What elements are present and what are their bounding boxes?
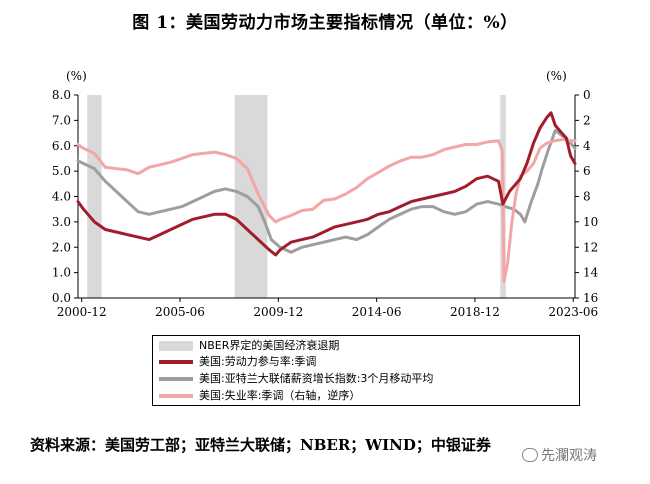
x-tick-label: 2009-12 xyxy=(253,305,303,319)
series-line-lfpr xyxy=(76,111,577,257)
left-tick-label: 6.0 xyxy=(52,139,71,153)
right-tick-label: 4 xyxy=(583,139,591,153)
left-axis-unit: (%) xyxy=(66,69,87,83)
left-tick-label: 1.0 xyxy=(52,266,71,280)
legend-label-recession: NBER界定的美国经济衰退期 xyxy=(199,339,340,352)
right-tick-label: 12 xyxy=(583,240,598,254)
left-tick-label: 4.0 xyxy=(52,190,71,204)
legend-swatch-recession xyxy=(159,341,193,351)
right-tick-label: 16 xyxy=(583,291,598,305)
left-tick-label: 7.0 xyxy=(52,113,71,127)
x-tick-label: 2005-06 xyxy=(155,305,205,319)
right-tick-label: 0 xyxy=(583,88,591,102)
left-tick-label: 5.0 xyxy=(52,164,71,178)
legend-label-unemp: 美国:失业率:季调（右轴，逆序） xyxy=(199,389,361,402)
watermark: 先瀾观涛 xyxy=(522,445,597,465)
left-tick-label: 8.0 xyxy=(52,88,71,102)
left-tick-label: 2.0 xyxy=(52,240,71,254)
series-lines xyxy=(76,111,577,283)
recession-band xyxy=(87,95,102,298)
x-tick-label: 2000-12 xyxy=(57,305,107,319)
right-tick-label: 2 xyxy=(583,113,591,127)
watermark-label: 先瀾观涛 xyxy=(541,448,597,464)
recession-bands xyxy=(87,95,506,298)
right-tick-label: 6 xyxy=(583,164,591,178)
x-tick-label: 2014-06 xyxy=(352,305,402,319)
x-tick-label: 2023-06 xyxy=(548,305,598,319)
left-tick-label: 3.0 xyxy=(52,215,71,229)
legend-label-wage: 美国:亚特兰大联储薪资增长指数:3个月移动平均 xyxy=(199,372,434,385)
source-note: 资料来源：美国劳工部；亚特兰大联储；NBER；WIND；中银证券 xyxy=(30,436,491,454)
right-tick-label: 8 xyxy=(583,190,591,204)
right-tick-label: 10 xyxy=(583,215,598,229)
legend-swatch-wage xyxy=(159,377,193,381)
right-axis-unit: (%) xyxy=(546,69,567,83)
chart-axes xyxy=(74,94,579,302)
x-tick-label: 2018-12 xyxy=(450,305,500,319)
line-chart: 0.0 1.0 2.0 3.0 4.0 5.0 6.0 7.0 8.0 (%) 0 2 4 6 8 10 12 1… xyxy=(52,69,599,319)
legend-swatch-lfpr xyxy=(159,360,193,364)
axis-tick-labels: 0.0 1.0 2.0 3.0 4.0 5.0 6.0 7.0 8.0 (%) 0 2 4 6 8 10 12 1… xyxy=(52,69,599,319)
recession-band xyxy=(234,95,268,298)
figure-title: 图 1：美国劳动力市场主要指标情况（单位：%） xyxy=(132,13,518,33)
legend-swatch-unemp xyxy=(159,394,193,398)
left-tick-label: 0.0 xyxy=(52,291,71,305)
series-line-unemp xyxy=(76,137,577,283)
right-tick-label: 14 xyxy=(583,266,599,280)
legend-label-lfpr: 美国:劳动力参与率:季调 xyxy=(199,355,317,368)
chart-legend: NBER界定的美国经济衰退期 美国:劳动力参与率:季调 美国:亚特兰大联储薪资增… xyxy=(152,335,580,406)
series-line-wage xyxy=(76,129,577,254)
wechat-icon xyxy=(522,448,538,462)
